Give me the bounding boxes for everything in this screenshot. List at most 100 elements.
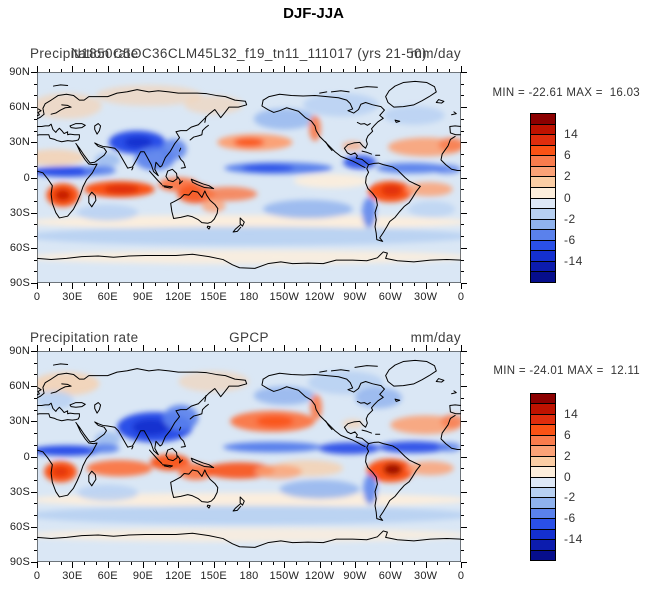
anomaly-blob [362, 197, 377, 228]
coastline [190, 404, 208, 419]
anomaly-blob [263, 199, 353, 219]
anomaly-blob [37, 505, 461, 525]
axis-tick [461, 165, 464, 167]
coastline [191, 458, 213, 467]
coastline [51, 384, 71, 393]
x-tick-label: 0 [457, 291, 465, 303]
y-tick-label: 60N [9, 101, 30, 114]
axis-tick [355, 562, 356, 568]
axis-tick [331, 348, 333, 351]
anomaly-blob [94, 431, 121, 446]
axis-tick [449, 562, 451, 565]
coastline [37, 388, 41, 395]
coastline [386, 360, 437, 386]
axis-tick [461, 515, 464, 517]
axis-tick [390, 345, 392, 351]
minmax-label: MIN = -22.61 MAX = 16.03 [492, 87, 640, 99]
axis-tick [31, 421, 37, 423]
anomaly-blob [405, 182, 453, 197]
y-tick-label: 60S [9, 241, 30, 254]
axis-tick [366, 348, 368, 351]
axis-tick [390, 283, 392, 289]
coastline [37, 403, 79, 421]
coastline [95, 403, 101, 414]
anomaly-blob [52, 467, 69, 477]
coastline [53, 364, 67, 365]
anomaly-blob [303, 93, 379, 117]
x-tick-label: 30E [62, 291, 83, 303]
axis-tick [461, 362, 464, 364]
axis-tick [307, 348, 309, 351]
axis-tick [260, 348, 262, 351]
axis-tick [213, 66, 215, 72]
axis-tick [31, 177, 37, 179]
axis-tick [413, 562, 415, 565]
anomaly-blob [95, 84, 202, 106]
axis-tick [461, 374, 464, 376]
colorbar-label: -2 [564, 490, 576, 505]
x-tick-label: 60E [97, 291, 118, 303]
coastline [436, 100, 444, 104]
axis-tick [461, 444, 464, 446]
axis-tick [355, 283, 356, 289]
map-gpcp [37, 351, 461, 562]
axis-tick [461, 526, 467, 528]
coastline [326, 421, 332, 430]
axis-tick [461, 562, 467, 563]
axis-tick [34, 271, 37, 273]
axis-tick [307, 69, 309, 72]
x-tick-label: 30W [414, 570, 438, 582]
axis-tick [34, 374, 37, 376]
axis-tick [343, 283, 345, 286]
axis-tick [296, 69, 298, 72]
coastline [149, 450, 161, 463]
axis-tick [355, 66, 356, 72]
axis-tick [31, 491, 37, 493]
anomaly-blob [437, 442, 461, 452]
x-tick-label: 0 [33, 570, 41, 582]
axis-tick [107, 283, 109, 289]
coastline [233, 504, 241, 511]
axis-tick [119, 562, 121, 565]
axis-tick [461, 154, 464, 156]
axis-tick [249, 66, 250, 72]
coastline [178, 456, 183, 463]
axis-tick [402, 348, 404, 351]
anomaly-blob [293, 173, 370, 189]
x-tick-label: 150W [269, 570, 300, 582]
coastline [262, 100, 365, 167]
anomaly-blob [132, 418, 171, 436]
axis-tick [34, 165, 37, 167]
axis-tick [60, 69, 62, 72]
axis-tick [131, 69, 133, 72]
coastline [263, 94, 384, 164]
axis-tick [461, 259, 464, 261]
anomaly-blob [150, 454, 191, 471]
axis-tick [449, 348, 451, 351]
axis-tick [143, 562, 144, 568]
axis-tick [31, 142, 37, 144]
anomaly-blob [88, 443, 120, 453]
axis-tick [343, 562, 345, 565]
coastline [395, 399, 400, 401]
x-tick-label: 60W [378, 570, 402, 582]
coastline [357, 122, 370, 125]
axis-tick [272, 562, 274, 565]
anomaly-blob [383, 463, 403, 476]
axis-tick [31, 386, 37, 388]
axis-tick [31, 456, 37, 458]
page-title: DJF-JJA [283, 5, 344, 22]
axis-tick [461, 83, 464, 85]
axis-tick [37, 283, 38, 289]
anomaly-blob [343, 155, 377, 170]
panel-title-left: Precipitation rate [30, 46, 139, 61]
axis-tick [213, 283, 215, 289]
coastline [162, 465, 172, 467]
axis-tick [260, 69, 262, 72]
axis-tick [461, 503, 464, 505]
axis-tick [225, 283, 227, 286]
axis-tick [366, 562, 368, 565]
axis-tick [461, 397, 464, 399]
x-tick-label: 90E [132, 570, 154, 582]
axis-tick [48, 348, 50, 351]
